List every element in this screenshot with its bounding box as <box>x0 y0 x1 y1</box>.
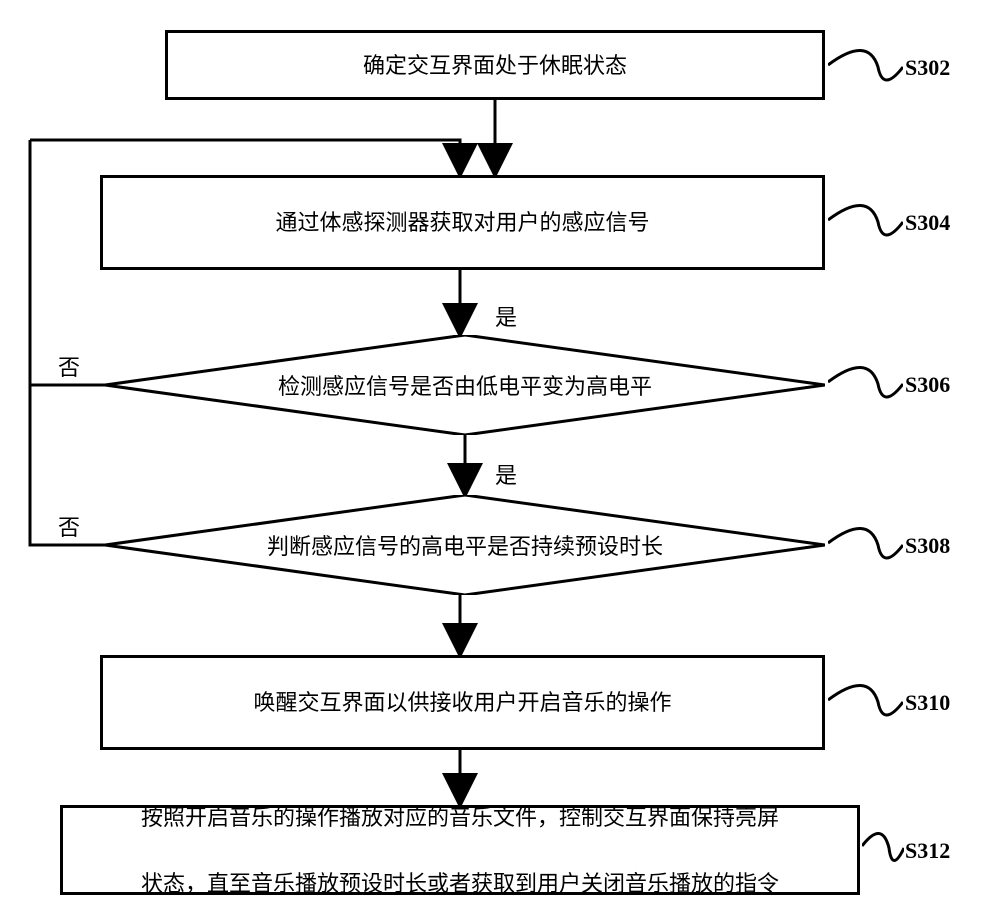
node-s304: 通过体感探测器获取对用户的感应信号 <box>100 175 825 270</box>
edge-no-s306 <box>30 140 105 385</box>
step-label-s312: S312 <box>905 838 950 864</box>
node-s308: 判断感应信号的高电平是否持续预设时长 <box>105 495 825 595</box>
curly-s302 <box>828 45 903 90</box>
node-s312-line2: 状态，直至音乐播放预设时长或者获取到用户关闭音乐播放的指令 <box>141 867 779 900</box>
step-label-s310: S310 <box>905 690 950 716</box>
node-s302: 确定交互界面处于休眠状态 <box>165 30 825 100</box>
edge-label-no2: 否 <box>58 510 80 542</box>
curly-s310 <box>828 680 903 725</box>
step-label-s308: S308 <box>905 533 950 559</box>
node-s308-text: 判断感应信号的高电平是否持续预设时长 <box>267 529 663 561</box>
curly-s308 <box>828 523 903 568</box>
node-s310: 唤醒交互界面以供接收用户开启音乐的操作 <box>100 655 825 750</box>
curly-s312 <box>862 828 904 873</box>
node-s310-text: 唤醒交互界面以供接收用户开启音乐的操作 <box>253 686 671 719</box>
node-s312-line1: 按照开启音乐的操作播放对应的音乐文件，控制交互界面保持亮屏 <box>141 801 779 834</box>
node-s304-text: 通过体感探测器获取对用户的感应信号 <box>275 206 649 239</box>
curly-s304 <box>828 200 903 245</box>
edge-label-yes2: 是 <box>495 458 517 490</box>
node-s302-text: 确定交互界面处于休眠状态 <box>363 49 627 82</box>
edge-label-yes1: 是 <box>495 300 517 332</box>
flowchart-container: 确定交互界面处于休眠状态 通过体感探测器获取对用户的感应信号 检测感应信号是否由… <box>0 0 1000 910</box>
step-label-s302: S302 <box>905 55 950 81</box>
edge-feedback-top <box>30 140 460 173</box>
node-s306-text: 检测感应信号是否由低电平变为高电平 <box>278 369 652 401</box>
step-label-s304: S304 <box>905 210 950 236</box>
curly-s306 <box>828 362 903 407</box>
node-s306: 检测感应信号是否由低电平变为高电平 <box>105 335 825 435</box>
step-label-s306: S306 <box>905 372 950 398</box>
connector-layer <box>0 0 1000 910</box>
node-s312: 按照开启音乐的操作播放对应的音乐文件，控制交互界面保持亮屏 状态，直至音乐播放预… <box>60 805 860 895</box>
edge-label-no1: 否 <box>58 350 80 382</box>
